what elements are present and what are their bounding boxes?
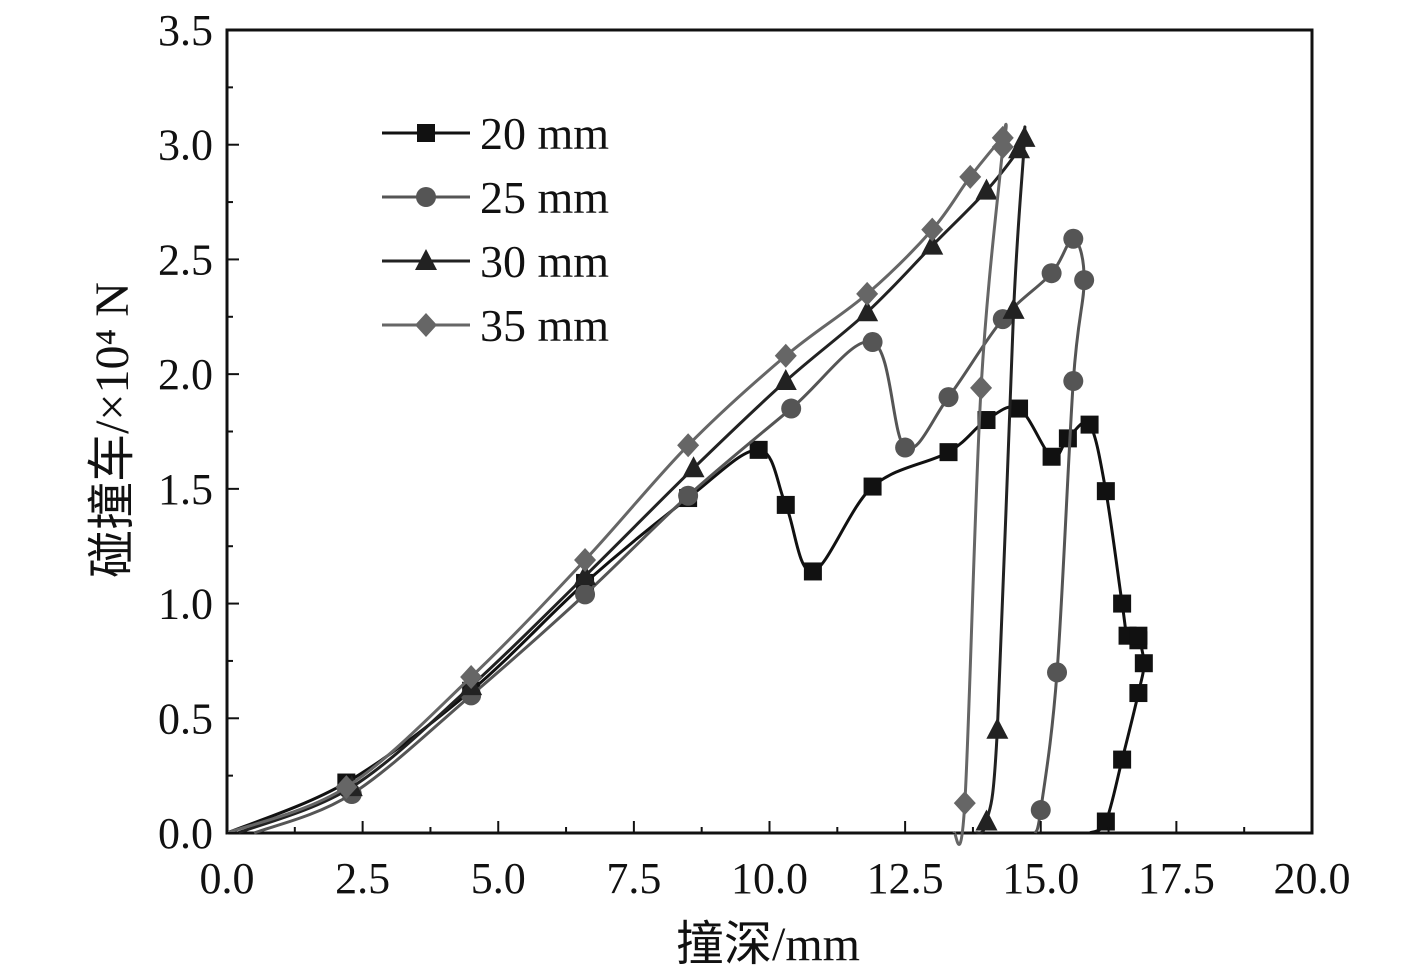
y-tick-label: 3.0 bbox=[158, 121, 213, 170]
tick-layer: 0.0 2.5 5.0 7.5 10.0 12.5 15.0 17.5 20.0 0.0 0.5 1.… bbox=[158, 6, 1351, 903]
data-point-20-mm bbox=[939, 443, 958, 462]
data-point-35-mm bbox=[970, 375, 993, 400]
x-tick-label: 2.5 bbox=[335, 854, 390, 903]
data-point-20-mm bbox=[863, 477, 882, 496]
data-point-30-mm bbox=[774, 369, 797, 391]
data-point-20-mm bbox=[1134, 654, 1153, 673]
legend-marker bbox=[415, 313, 437, 337]
data-point-30-mm bbox=[975, 809, 998, 831]
legend-label: 35 mm bbox=[480, 300, 609, 351]
data-point-20-mm bbox=[977, 411, 996, 430]
legend-item: 30 mm bbox=[382, 236, 609, 287]
data-point-30-mm bbox=[574, 564, 597, 586]
data-point-35-mm bbox=[335, 775, 358, 800]
data-point-35-mm bbox=[991, 135, 1014, 160]
series-line-35-mm bbox=[226, 122, 1008, 846]
data-point-20-mm bbox=[1080, 415, 1099, 434]
y-tick-label: 2.5 bbox=[158, 235, 213, 284]
legend-item: 35 mm bbox=[382, 300, 609, 351]
x-tick-label: 20.0 bbox=[1274, 854, 1351, 903]
data-point-20-mm bbox=[749, 440, 768, 459]
data-point-30-mm bbox=[1008, 137, 1031, 159]
data-point-35-mm bbox=[921, 217, 944, 242]
data-point-25-mm bbox=[895, 437, 916, 458]
series-line-30-mm bbox=[237, 125, 1027, 835]
series-line-25-mm bbox=[253, 237, 1086, 835]
legend-marker bbox=[417, 124, 435, 142]
data-point-35-mm bbox=[774, 343, 797, 368]
data-point-35-mm bbox=[574, 547, 597, 572]
data-point-35-mm bbox=[856, 281, 879, 306]
data-point-30-mm bbox=[921, 233, 944, 255]
data-point-30-mm bbox=[856, 300, 879, 322]
legend-label: 25 mm bbox=[480, 172, 609, 223]
data-point-30-mm bbox=[975, 178, 998, 200]
y-tick-label: 0.0 bbox=[158, 809, 213, 858]
y-tick-label: 1.5 bbox=[158, 465, 213, 514]
y-tick-label: 2.0 bbox=[158, 350, 213, 399]
legend-label: 30 mm bbox=[480, 236, 609, 287]
data-point-30-mm bbox=[1013, 125, 1036, 147]
data-point-35-mm bbox=[953, 791, 976, 816]
y-axis-label: 碰撞车/×10⁴ N bbox=[86, 282, 139, 578]
data-point-25-mm bbox=[1074, 270, 1095, 291]
data-point-25-mm bbox=[678, 485, 699, 506]
data-point-20-mm bbox=[1042, 447, 1061, 466]
data-point-20-mm bbox=[1096, 812, 1115, 831]
legend-label: 20 mm bbox=[480, 108, 609, 159]
legend-item: 25 mm bbox=[382, 172, 609, 223]
data-point-30-mm bbox=[986, 717, 1009, 739]
y-tick-label: 1.0 bbox=[158, 580, 213, 629]
data-point-25-mm bbox=[1063, 228, 1084, 249]
x-tick-label: 10.0 bbox=[731, 854, 808, 903]
data-point-30-mm bbox=[682, 456, 705, 478]
data-point-20-mm bbox=[803, 562, 822, 581]
data-point-25-mm bbox=[1030, 800, 1051, 821]
series-30-mm bbox=[237, 125, 1036, 835]
data-point-20-mm bbox=[1129, 626, 1148, 645]
data-point-20-mm bbox=[1096, 482, 1115, 501]
data-point-20-mm bbox=[1129, 684, 1148, 703]
plot-border bbox=[225, 28, 1314, 835]
plot-frame bbox=[225, 28, 1314, 835]
data-point-25-mm bbox=[1041, 263, 1062, 284]
data-point-25-mm bbox=[862, 332, 883, 353]
data-point-25-mm bbox=[575, 584, 596, 605]
data-point-20-mm bbox=[1010, 399, 1029, 418]
data-point-35-mm bbox=[460, 664, 483, 689]
legend-marker bbox=[416, 187, 436, 207]
data-point-20-mm bbox=[776, 495, 795, 514]
data-point-35-mm bbox=[677, 433, 700, 458]
data-point-20-mm bbox=[1113, 750, 1132, 769]
series-35-mm bbox=[226, 122, 1014, 846]
x-axis-label: 撞深/mm bbox=[676, 918, 860, 971]
legend-item: 20 mm bbox=[382, 108, 609, 159]
x-tick-label: 0.0 bbox=[200, 854, 255, 903]
x-tick-label: 7.5 bbox=[606, 854, 661, 903]
data-point-20-mm bbox=[1058, 429, 1077, 448]
data-point-25-mm bbox=[781, 398, 802, 419]
legend: 20 mm 25 mm 30 mm 35 mm bbox=[382, 108, 609, 351]
data-point-30-mm bbox=[1002, 297, 1025, 319]
data-point-25-mm bbox=[1047, 662, 1068, 683]
series-layer bbox=[226, 122, 1153, 846]
x-tick-label: 15.0 bbox=[1002, 854, 1079, 903]
legend-marker bbox=[415, 249, 437, 270]
x-tick-label: 17.5 bbox=[1138, 854, 1215, 903]
x-tick-label: 5.0 bbox=[471, 854, 526, 903]
x-tick-label: 12.5 bbox=[867, 854, 944, 903]
data-point-35-mm bbox=[959, 164, 982, 189]
data-point-20-mm bbox=[1113, 594, 1132, 613]
data-point-25-mm bbox=[1063, 371, 1084, 392]
y-tick-label: 3.5 bbox=[158, 6, 213, 55]
data-point-25-mm bbox=[938, 387, 959, 408]
y-tick-label: 0.5 bbox=[158, 694, 213, 743]
